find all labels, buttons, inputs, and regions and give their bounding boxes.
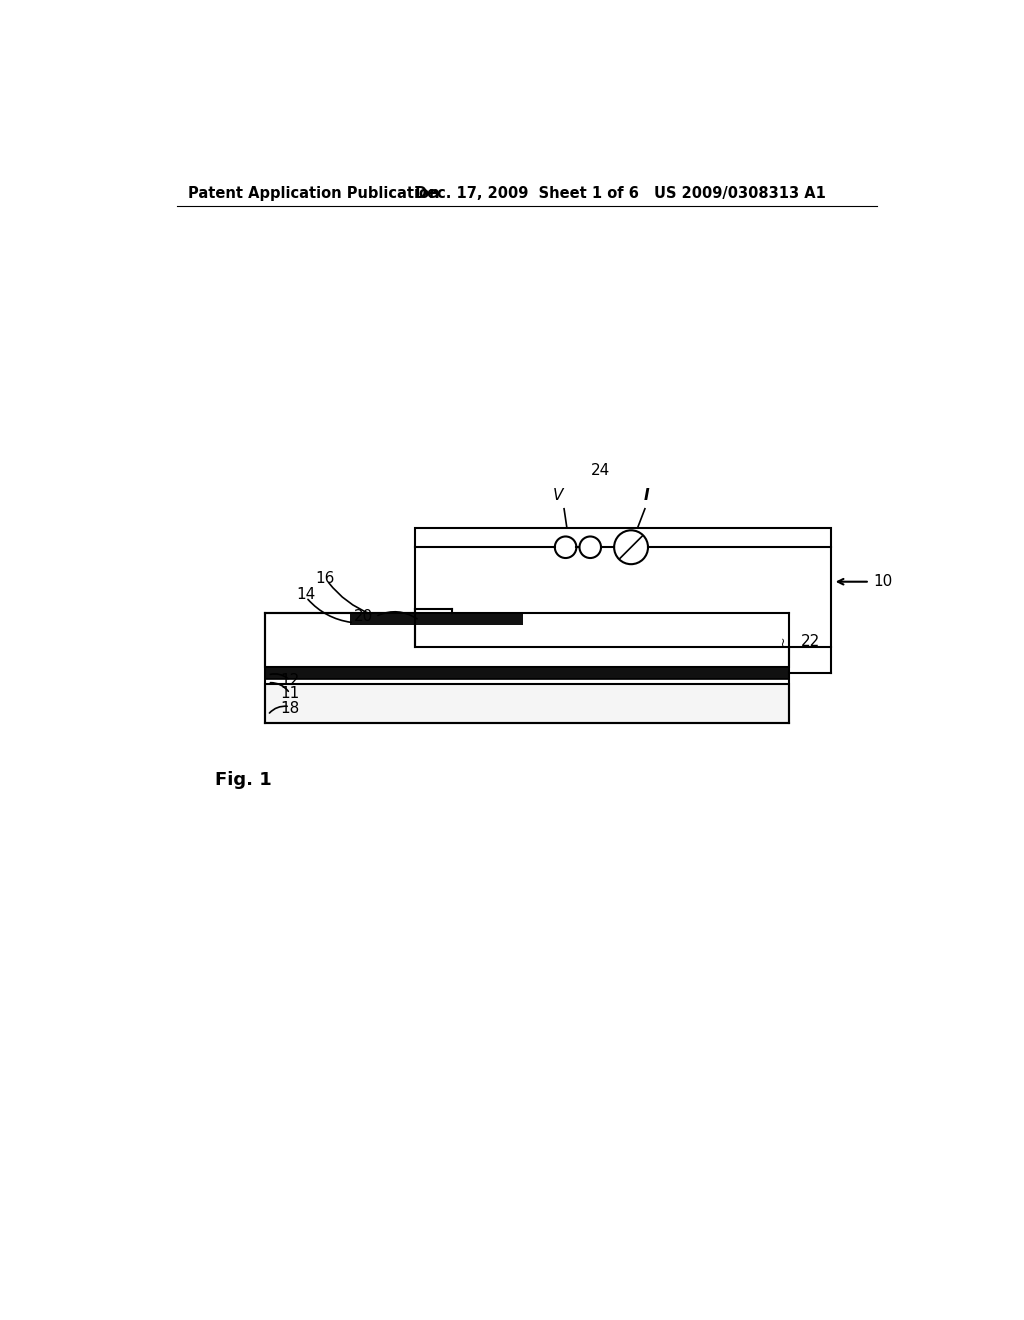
Text: 10: 10	[873, 574, 893, 589]
Text: 14: 14	[296, 587, 315, 602]
Text: Fig. 1: Fig. 1	[215, 771, 272, 788]
Text: 22: 22	[801, 634, 819, 648]
Bar	[265, 684, 788, 723]
Text: US 2009/0308313 A1: US 2009/0308313 A1	[654, 186, 826, 201]
Text: 18: 18	[281, 701, 300, 715]
Bar	[416, 528, 831, 647]
Text: I: I	[644, 487, 649, 503]
Text: ~: ~	[776, 636, 790, 647]
Bar	[350, 612, 523, 626]
Text: V: V	[553, 487, 563, 503]
Bar	[265, 678, 788, 684]
Text: 11: 11	[281, 686, 300, 701]
Text: 20: 20	[354, 609, 373, 624]
Bar	[265, 612, 788, 667]
Bar	[265, 667, 788, 678]
Text: 16: 16	[315, 570, 335, 586]
Text: 12: 12	[281, 673, 300, 688]
Text: Patent Application Publication: Patent Application Publication	[188, 186, 440, 201]
Text: 24: 24	[591, 463, 610, 478]
Text: Dec. 17, 2009  Sheet 1 of 6: Dec. 17, 2009 Sheet 1 of 6	[416, 186, 639, 201]
